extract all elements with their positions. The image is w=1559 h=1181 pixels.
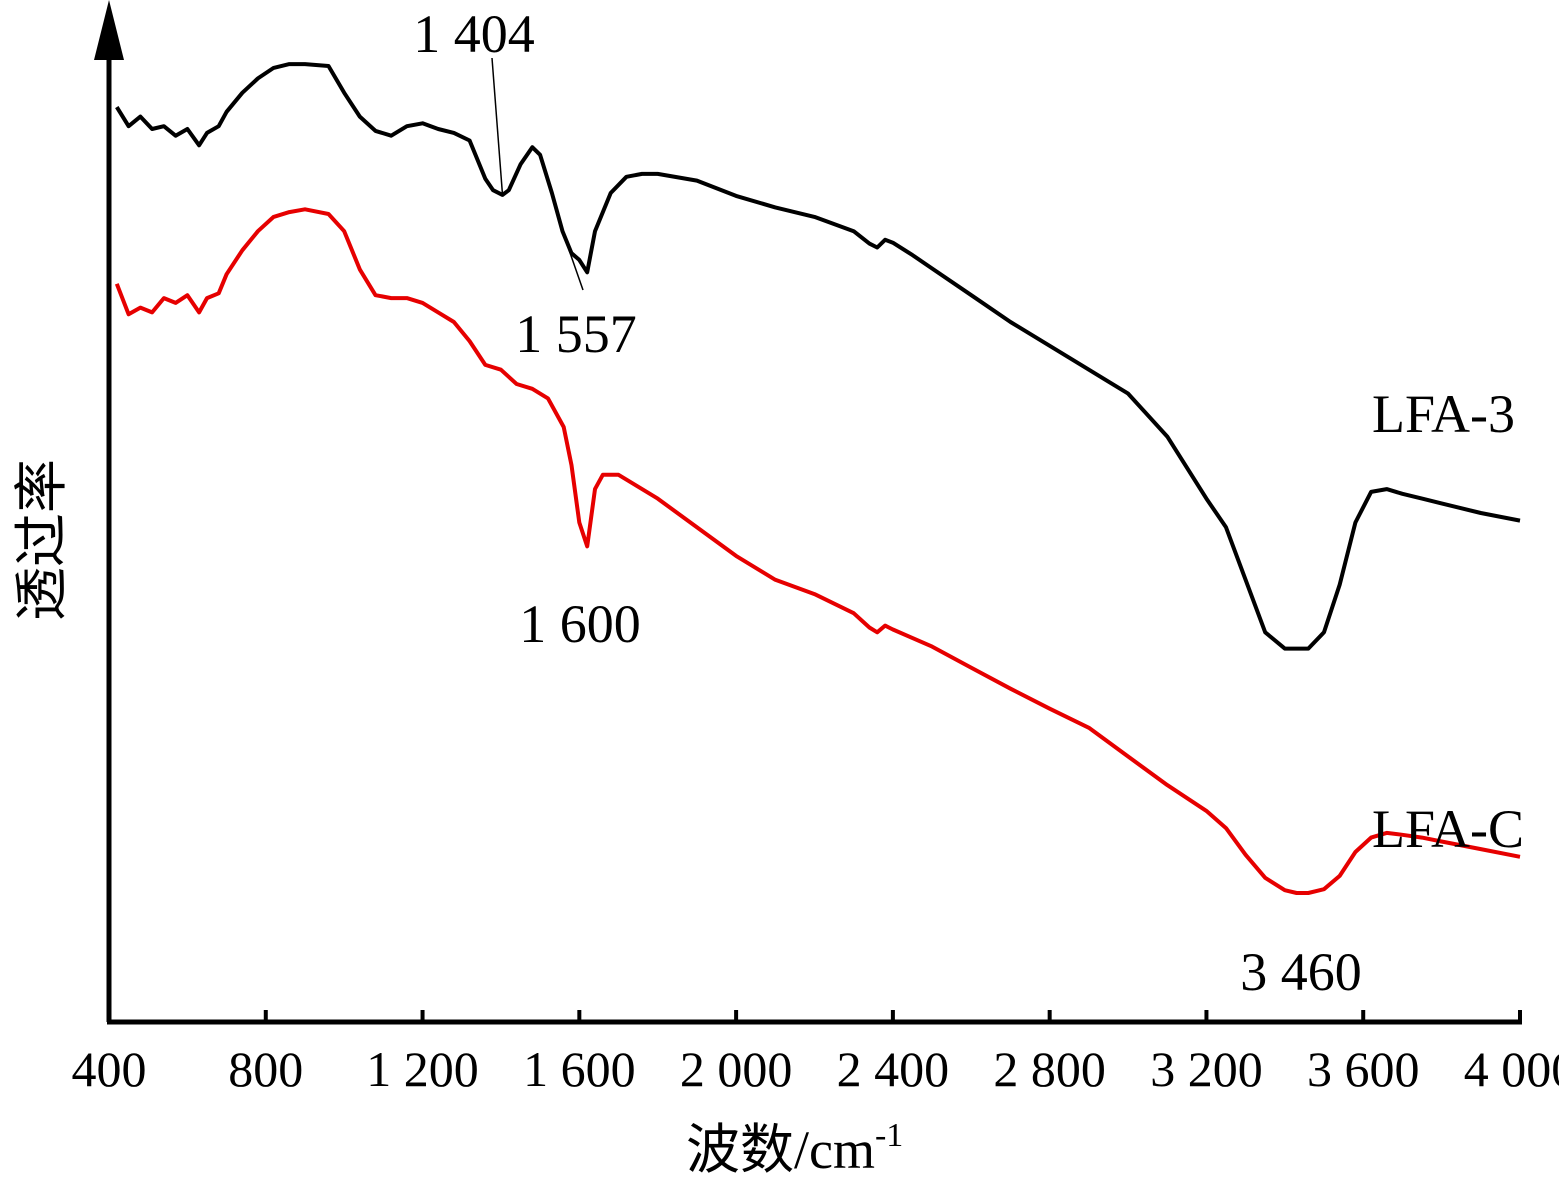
series-line-lfa-3	[115, 62, 1521, 651]
x-tick-label: 2 400	[837, 1041, 950, 1097]
x-ticks	[107, 1010, 1522, 1022]
peak-annotation: 1 600	[519, 594, 641, 654]
x-tick-label: 3 600	[1307, 1041, 1420, 1097]
x-tick-labels: 400 800 1 200 1 600 2 000 2 400 2 800 3 200 3 60…	[72, 1041, 1559, 1097]
series-layer	[114, 62, 1521, 895]
x-tick-label: 800	[228, 1041, 303, 1097]
x-axis-title: 波数/cm-1	[686, 1117, 903, 1180]
series-line-lfa-c	[114, 207, 1521, 895]
annotation-leader	[561, 230, 584, 291]
y-axis-title: 透过率	[12, 459, 72, 621]
x-tick-label: 2 000	[680, 1041, 793, 1097]
series-label-lfa-c: LFA-C	[1372, 799, 1524, 859]
peak-annotation: 1 404	[413, 4, 535, 64]
x-tick-label: 400	[72, 1041, 147, 1097]
annotation-layer: 1 404 1 557 1 600 3 460	[413, 4, 1362, 1002]
x-tick-label: 1 200	[366, 1041, 479, 1097]
x-tick-label: 4 000	[1464, 1041, 1559, 1097]
x-axis-title-superscript: -1	[875, 1117, 903, 1154]
x-axis-title-text: 波数/cm	[686, 1120, 875, 1180]
peak-annotation: 1 557	[515, 304, 637, 364]
x-tick-label: 2 800	[993, 1041, 1106, 1097]
y-axis-arrowhead	[94, 0, 124, 60]
peak-annotation: 3 460	[1240, 942, 1362, 1002]
x-tick-label: 1 600	[523, 1041, 636, 1097]
series-label-lfa-3: LFA-3	[1372, 384, 1515, 444]
annotation-leader	[491, 57, 504, 195]
x-tick-label: 3 200	[1150, 1041, 1263, 1097]
